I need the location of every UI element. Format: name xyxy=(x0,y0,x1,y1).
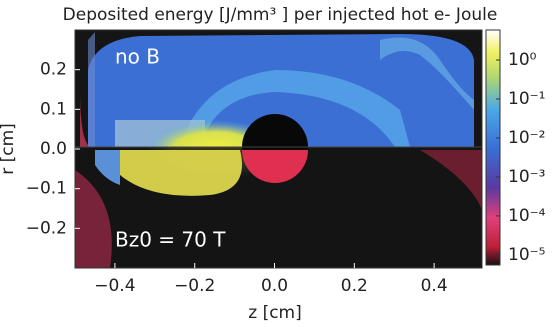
annotation: Bz0 = 70 T xyxy=(115,228,226,252)
y-axis-label: r [cm] xyxy=(0,123,18,175)
x-tick-label: 0.2 xyxy=(341,276,368,296)
y-tick-label: −0.2 xyxy=(26,218,67,238)
colorbar-tick-label: 10⁻⁵ xyxy=(508,245,545,265)
colorbar-tick-label: 10⁰ xyxy=(508,50,537,70)
x-tick-label: 0.0 xyxy=(261,276,288,296)
y-tick-label: 0.0 xyxy=(40,139,67,159)
colorbar xyxy=(485,29,501,266)
y-tick-label: 0.1 xyxy=(40,99,67,119)
y-tick-label: −0.1 xyxy=(26,179,67,199)
chart-title: Deposited energy [J/mm³ ] per injected h… xyxy=(63,5,498,25)
x-axis-label: z [cm] xyxy=(248,303,302,323)
x-tick-label: −0.2 xyxy=(174,276,215,296)
colorbar-tick-label: 10⁻¹ xyxy=(508,89,545,109)
x-tick-label: −0.4 xyxy=(94,276,135,296)
heatmap-image xyxy=(75,30,482,268)
colorbar-tick-label: 10⁻² xyxy=(508,128,545,148)
y-tick-label: 0.2 xyxy=(40,60,67,80)
colorbar-tick-label: 10⁻³ xyxy=(508,167,545,187)
annotation: no B xyxy=(115,45,160,69)
colorbar-tick-label: 10⁻⁴ xyxy=(508,206,546,226)
x-tick-label: 0.4 xyxy=(421,276,448,296)
